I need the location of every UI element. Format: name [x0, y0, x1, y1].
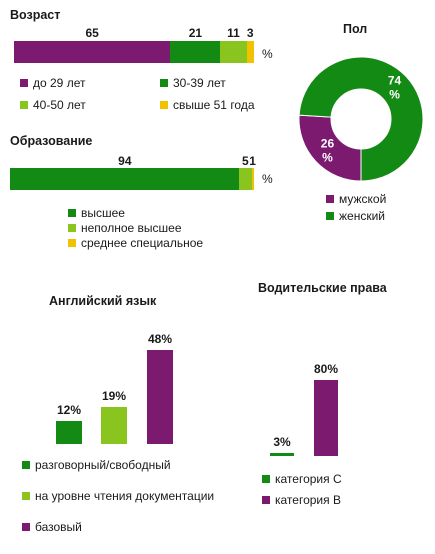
- data-label: 21: [188, 26, 203, 40]
- legend-swatch: [326, 212, 334, 220]
- data-label: 3: [246, 26, 254, 40]
- data-label: 94: [118, 154, 132, 168]
- legend-label: высшее: [81, 206, 125, 220]
- education-title: Образование: [10, 134, 93, 148]
- bar: [56, 420, 82, 444]
- legend-item-fluent: разговорный/свободный: [22, 458, 171, 472]
- donut-label: %: [322, 150, 333, 164]
- legend-item-age-40-50: 40-50 лет: [20, 98, 86, 112]
- legend-swatch: [22, 492, 30, 500]
- legend-label: базовый: [35, 520, 82, 534]
- gender-donut-chart: 26%74%: [298, 56, 424, 182]
- gender-title: Пол: [343, 22, 368, 36]
- bar: [314, 380, 338, 456]
- data-label: 80%: [313, 362, 339, 376]
- bar-segment: [246, 41, 254, 63]
- age-unit: %: [262, 47, 273, 61]
- data-label: 3%: [273, 435, 291, 450]
- donut-slice-male: [298, 114, 362, 182]
- age-title: Возраст: [10, 8, 61, 22]
- legend-item-basic: базовый: [22, 520, 82, 534]
- legend-label: 40-50 лет: [33, 98, 86, 112]
- english-bar-chart: 12% 19% 48%: [30, 320, 210, 444]
- legend-swatch: [160, 101, 168, 109]
- education-value-labels: 94 5 1: [10, 154, 256, 168]
- bar-segment: [14, 41, 170, 63]
- legend-label: на уровне чтения документации: [35, 489, 215, 503]
- legend-item-higher: высшее: [68, 206, 125, 220]
- legend-item-category-b: категория В: [262, 493, 341, 507]
- age-stacked-bar: [14, 41, 254, 63]
- bar: [101, 406, 127, 444]
- data-label: 65: [85, 26, 99, 40]
- legend-swatch: [20, 79, 28, 87]
- license-title: Водительские права: [258, 281, 387, 295]
- age-value-labels: 65 21 11 3: [14, 26, 254, 40]
- legend-swatch: [20, 101, 28, 109]
- legend-label: мужской: [339, 192, 387, 206]
- legend-swatch: [262, 496, 270, 504]
- legend-item-age-30-39: 30-39 лет: [160, 76, 226, 90]
- legend-swatch: [68, 224, 76, 232]
- donut-slice-female: [298, 56, 424, 182]
- legend-swatch: [160, 79, 168, 87]
- donut-label: 26: [321, 136, 335, 150]
- legend-label: 30-39 лет: [173, 76, 226, 90]
- legend-item-secondary-special: среднее специальное: [68, 236, 203, 250]
- english-legend: разговорный/свободный на уровне чтения д…: [22, 458, 282, 538]
- legend-label: среднее специальное: [81, 236, 204, 250]
- license-bar-chart: 3% 80%: [262, 360, 362, 456]
- data-label: 48%: [147, 332, 173, 346]
- legend-swatch: [68, 239, 76, 247]
- bar: [270, 453, 294, 456]
- bar-segment: [239, 168, 252, 190]
- legend-swatch: [68, 209, 76, 217]
- legend-label: категория С: [275, 472, 342, 486]
- legend-item-category-c: категория С: [262, 472, 342, 486]
- license-legend: категория С категория В: [262, 472, 402, 508]
- bar: [147, 350, 173, 444]
- legend-item-age-under-29: до 29 лет: [20, 76, 85, 90]
- legend-label: свыше 51 года: [173, 98, 255, 112]
- bar-segment: [170, 41, 221, 63]
- legend-swatch: [326, 195, 334, 203]
- education-legend: высшее неполное высшее среднее специальн…: [68, 206, 268, 252]
- data-label: 11: [227, 26, 240, 40]
- bar-segment: [10, 168, 240, 190]
- bar-segment: [251, 168, 254, 190]
- legend-item-female: женский: [326, 209, 385, 223]
- data-label: 12%: [56, 402, 82, 417]
- donut-label: %: [389, 88, 400, 102]
- legend-label: до 29 лет: [33, 76, 86, 90]
- age-legend: до 29 лет 30-39 лет 40-50 лет свыше 51 г…: [20, 76, 310, 116]
- legend-label: неполное высшее: [81, 221, 182, 235]
- legend-swatch: [22, 461, 30, 469]
- legend-label: категория В: [275, 493, 341, 507]
- legend-swatch: [262, 475, 270, 483]
- bar-segment: [220, 41, 247, 63]
- legend-item-reading-docs: на уровне чтения документации: [22, 489, 214, 503]
- legend-label: разговорный/свободный: [35, 458, 171, 472]
- education-stacked-bar: [10, 168, 254, 190]
- legend-item-male: мужской: [326, 192, 386, 206]
- donut-label: 74: [388, 74, 402, 88]
- data-label: 5: [241, 154, 249, 168]
- data-label: 1: [249, 154, 256, 168]
- legend-swatch: [22, 523, 30, 531]
- legend-item-age-over-51: свыше 51 года: [160, 98, 255, 112]
- legend-label: женский: [339, 209, 385, 223]
- education-unit: %: [262, 172, 273, 186]
- english-title: Английский язык: [49, 294, 157, 308]
- legend-item-incomplete-higher: неполное высшее: [68, 221, 182, 235]
- data-label: 19%: [101, 388, 127, 403]
- gender-legend: мужской женский: [326, 192, 426, 226]
